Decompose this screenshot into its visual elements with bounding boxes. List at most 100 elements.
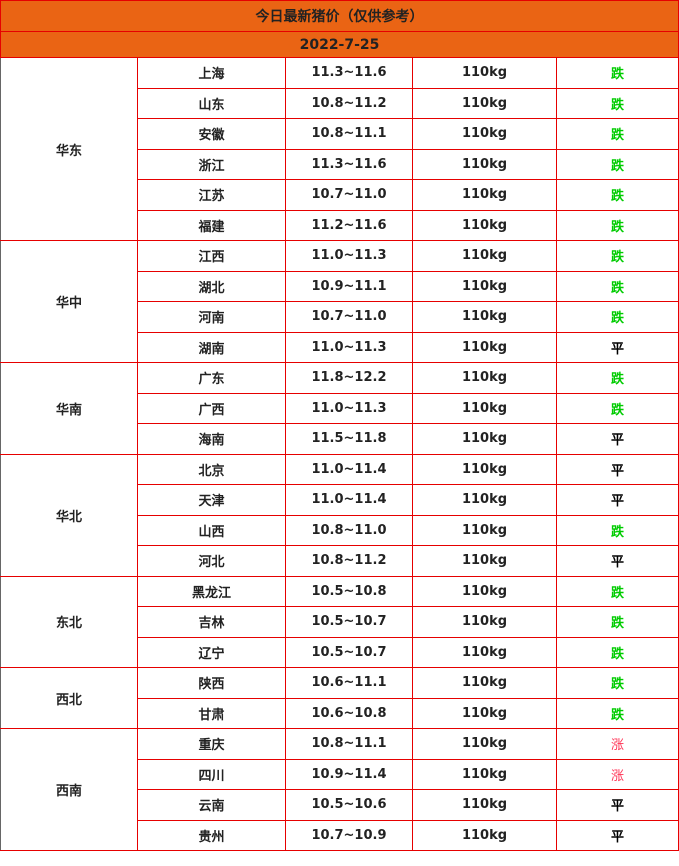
weight-cell: 110kg — [412, 453, 557, 485]
trend-cell: 平 — [555, 545, 679, 577]
price-cell: 11.0~11.4 — [285, 453, 413, 485]
province-cell: 海南 — [137, 423, 286, 455]
province-cell: 陕西 — [137, 667, 286, 699]
province-cell: 天津 — [137, 484, 286, 516]
province-cell: 湖北 — [137, 270, 286, 302]
province-cell: 湖南 — [137, 331, 286, 363]
trend-cell: 跌 — [555, 697, 679, 729]
province-cell: 广东 — [137, 362, 286, 394]
province-cell: 山东 — [137, 87, 286, 119]
trend-cell: 跌 — [555, 636, 679, 668]
region-cell: 华南 — [0, 362, 138, 455]
table-row: 福建 11.2~11.6 110kg 跌 — [1, 209, 679, 241]
weight-cell: 110kg — [412, 331, 557, 363]
weight-cell: 110kg — [412, 575, 557, 607]
province-cell: 甘肃 — [137, 697, 286, 729]
weight-cell: 110kg — [412, 301, 557, 333]
table-row: 华中 江西 11.0~11.3 110kg 跌 — [0, 240, 679, 363]
trend-cell: 跌 — [555, 270, 679, 302]
province-cell: 安徽 — [137, 118, 286, 150]
weight-cell: 110kg — [412, 789, 557, 821]
trend-cell: 平 — [555, 453, 679, 485]
price-cell: 10.6~11.1 — [285, 667, 413, 699]
trend-cell: 跌 — [555, 209, 679, 241]
region-cell: 西南 — [0, 728, 138, 851]
trend-cell: 跌 — [555, 575, 679, 607]
table-row: 吉林 10.5~10.7 110kg 跌 — [1, 606, 679, 638]
weight-cell: 110kg — [412, 636, 557, 668]
trend-cell: 跌 — [555, 57, 679, 89]
price-cell: 10.8~11.1 — [285, 118, 413, 150]
table-row: 东北 黑龙江 10.5~10.8 110kg 跌 — [0, 575, 679, 668]
price-cell: 10.5~10.6 — [285, 789, 413, 821]
trend-cell: 跌 — [555, 514, 679, 546]
province-cell: 吉林 — [137, 606, 286, 638]
table-row: 江苏 10.7~11.0 110kg 跌 — [1, 179, 679, 211]
price-cell: 11.3~11.6 — [285, 57, 413, 89]
table-title: 今日最新猪价（仅供参考） — [0, 0, 679, 32]
date-row: 2022-7-25 — [0, 31, 679, 58]
table-row: 云南 10.5~10.6 110kg 平 — [1, 789, 679, 821]
trend-cell: 涨 — [555, 758, 679, 790]
table-row: 天津 11.0~11.4 110kg 平 — [1, 484, 679, 516]
province-cell: 辽宁 — [137, 636, 286, 668]
price-cell: 11.3~11.6 — [285, 148, 413, 180]
weight-cell: 110kg — [412, 514, 557, 546]
province-cell: 福建 — [137, 209, 286, 241]
province-cell: 重庆 — [137, 728, 286, 760]
price-cell: 10.7~11.0 — [285, 179, 413, 211]
table-row: 西北 陕西 10.6~11.1 110kg 跌 — [0, 667, 679, 729]
table-row: 山西 10.8~11.0 110kg 跌 — [1, 514, 679, 546]
price-cell: 10.7~11.0 — [285, 301, 413, 333]
trend-cell: 跌 — [555, 606, 679, 638]
trend-cell: 跌 — [555, 87, 679, 119]
trend-cell: 平 — [555, 789, 679, 821]
trend-cell: 跌 — [555, 667, 679, 699]
table-row: 西南 重庆 10.8~11.1 110kg 涨 — [0, 728, 679, 851]
table-row: 湖北 10.9~11.1 110kg 跌 — [1, 270, 679, 302]
table-date: 2022-7-25 — [0, 31, 679, 58]
price-cell: 10.8~11.1 — [285, 728, 413, 760]
weight-cell: 110kg — [412, 392, 557, 424]
region-cell: 华中 — [0, 240, 138, 363]
province-cell: 浙江 — [137, 148, 286, 180]
weight-cell: 110kg — [412, 362, 557, 394]
price-cell: 10.8~11.2 — [285, 87, 413, 119]
weight-cell: 110kg — [412, 484, 557, 516]
province-cell: 广西 — [137, 392, 286, 424]
region-cell: 华东 — [0, 57, 138, 241]
title-row: 今日最新猪价（仅供参考） — [0, 0, 679, 32]
weight-cell: 110kg — [412, 148, 557, 180]
table-row: 甘肃 10.6~10.8 110kg 跌 — [1, 697, 679, 729]
trend-cell: 跌 — [555, 118, 679, 150]
trend-cell: 跌 — [555, 148, 679, 180]
province-cell: 河北 — [137, 545, 286, 577]
price-cell: 11.0~11.3 — [285, 392, 413, 424]
table-row: 安徽 10.8~11.1 110kg 跌 — [1, 118, 679, 150]
price-cell: 10.6~10.8 — [285, 697, 413, 729]
table-row: 浙江 11.3~11.6 110kg 跌 — [1, 148, 679, 180]
price-cell: 11.8~12.2 — [285, 362, 413, 394]
weight-cell: 110kg — [412, 118, 557, 150]
table-row: 河南 10.7~11.0 110kg 跌 — [1, 301, 679, 333]
weight-cell: 110kg — [412, 667, 557, 699]
trend-cell: 平 — [555, 819, 679, 851]
table-row: 贵州 10.7~10.9 110kg 平 — [1, 819, 679, 851]
price-cell: 11.0~11.3 — [285, 240, 413, 272]
province-cell: 四川 — [137, 758, 286, 790]
trend-cell: 平 — [555, 484, 679, 516]
province-cell: 江苏 — [137, 179, 286, 211]
table-row: 湖南 11.0~11.3 110kg 平 — [1, 331, 679, 363]
table-row: 华南 广东 11.8~12.2 110kg 跌 — [0, 362, 679, 455]
trend-cell: 跌 — [555, 179, 679, 211]
price-cell: 10.7~10.9 — [285, 819, 413, 851]
weight-cell: 110kg — [412, 209, 557, 241]
province-cell: 北京 — [137, 453, 286, 485]
price-cell: 10.8~11.0 — [285, 514, 413, 546]
weight-cell: 110kg — [412, 758, 557, 790]
province-cell: 山西 — [137, 514, 286, 546]
price-cell: 10.5~10.8 — [285, 575, 413, 607]
weight-cell: 110kg — [412, 240, 557, 272]
region-cell: 西北 — [0, 667, 138, 729]
trend-cell: 跌 — [555, 240, 679, 272]
